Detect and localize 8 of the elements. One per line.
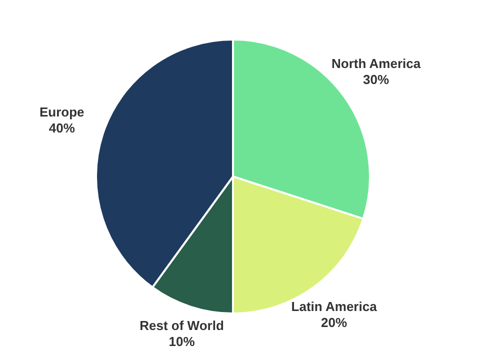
data-label: 40% — [48, 120, 76, 136]
data-label: 10% — [168, 334, 196, 349]
slice-label: Europe — [39, 104, 84, 120]
slice-label: Latin America — [291, 299, 378, 314]
slice-label: Rest of World — [140, 318, 224, 333]
data-label: 20% — [321, 315, 348, 330]
data-label: 30% — [363, 72, 390, 88]
slice-label: North America — [331, 56, 422, 72]
